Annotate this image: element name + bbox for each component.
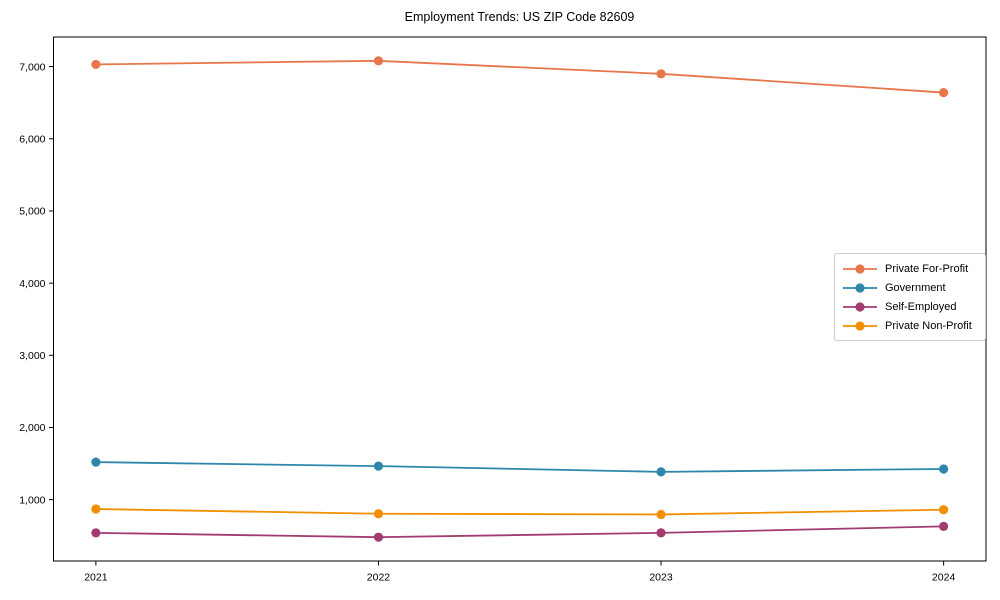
series-point-government-2023 bbox=[656, 467, 666, 477]
series-point-private-for-profit-2024 bbox=[939, 87, 949, 98]
legend-label-private-for-profit: Private For-Profit bbox=[885, 262, 969, 275]
x-tick-label: 2024 bbox=[932, 572, 956, 584]
x-tick-label: 2021 bbox=[84, 572, 108, 584]
series-point-private-non-profit-2024 bbox=[939, 505, 949, 515]
legend-entry-private-for-profit: Private For-Profit bbox=[842, 259, 985, 278]
x-tick-label: 2023 bbox=[649, 572, 673, 584]
legend-marker-government bbox=[843, 282, 877, 293]
chart-title: Employment Trends: US ZIP Code 82609 bbox=[404, 10, 635, 24]
series-point-private-non-profit-2022 bbox=[373, 509, 384, 519]
series-line-private-for-profit bbox=[95, 59, 944, 94]
plot-frame bbox=[53, 36, 987, 562]
legend-label-self-employed: Self-Employed bbox=[885, 300, 957, 313]
legend-entry-self-employed: Self-Employed bbox=[842, 297, 985, 316]
legend-entry-government: Government bbox=[842, 278, 985, 297]
series-point-self-employed-2022 bbox=[373, 532, 384, 542]
y-tick-label: 2,000 bbox=[19, 422, 45, 434]
legend-entry-private-non-profit: Private Non-Profit bbox=[842, 316, 985, 335]
series-point-government-2022 bbox=[373, 461, 384, 471]
series-point-government-2024 bbox=[939, 464, 949, 474]
series-point-private-for-profit-2021 bbox=[91, 59, 101, 70]
series-line-self-employed bbox=[95, 525, 944, 539]
series-point-private-non-profit-2021 bbox=[91, 504, 101, 514]
y-tick-label: 4,000 bbox=[19, 278, 45, 290]
series-line-government bbox=[95, 461, 944, 473]
series-line-private-non-profit bbox=[95, 508, 944, 516]
legend-dot-sample bbox=[855, 301, 865, 312]
series-point-self-employed-2021 bbox=[91, 528, 101, 538]
legend-label-private-non-profit: Private Non-Profit bbox=[885, 319, 972, 332]
series-point-self-employed-2024 bbox=[939, 521, 949, 531]
legend-marker-self-employed bbox=[843, 301, 877, 312]
series-point-private-for-profit-2022 bbox=[373, 56, 384, 66]
legend-label-government: Government bbox=[885, 281, 946, 294]
legend-dot-sample bbox=[855, 282, 865, 293]
series-point-self-employed-2023 bbox=[656, 528, 666, 538]
y-tick-label: 5,000 bbox=[19, 206, 45, 218]
legend-dot-sample bbox=[855, 320, 865, 331]
legend-marker-private-for-profit bbox=[843, 263, 877, 274]
legend-marker-private-non-profit bbox=[843, 320, 877, 331]
series-point-private-for-profit-2023 bbox=[656, 69, 666, 79]
y-tick-label: 7,000 bbox=[19, 61, 45, 73]
series-point-private-non-profit-2023 bbox=[656, 509, 666, 520]
x-tick-label: 2022 bbox=[367, 572, 391, 584]
y-tick-label: 3,000 bbox=[19, 350, 45, 362]
y-tick-label: 1,000 bbox=[19, 494, 45, 506]
y-tick-label: 6,000 bbox=[19, 133, 45, 145]
chart-legend: Private For-Profit Government Self-Employe… bbox=[834, 253, 986, 341]
series-point-government-2021 bbox=[91, 457, 101, 467]
legend-dot-sample bbox=[855, 263, 865, 274]
